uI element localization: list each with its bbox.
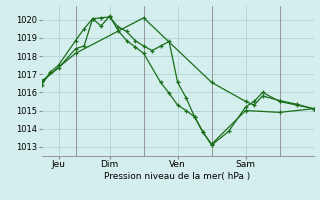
X-axis label: Pression niveau de la mer( hPa ): Pression niveau de la mer( hPa ) [104,172,251,181]
